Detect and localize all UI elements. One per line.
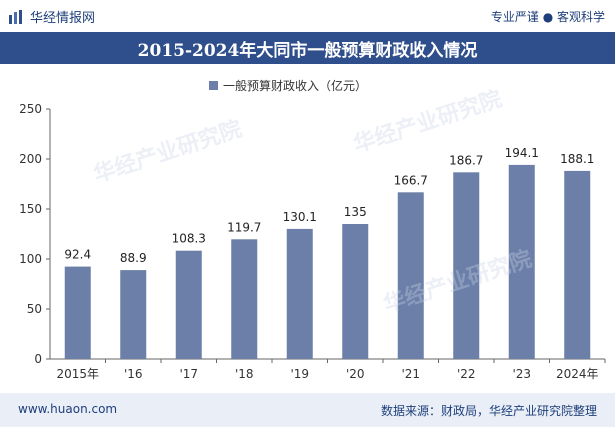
bar [342,224,369,359]
bar [64,266,91,359]
legend-swatch [209,81,218,90]
data-label: 130.1 [283,210,317,224]
bar [508,164,535,359]
x-tick-label: '21 [401,367,420,381]
top-bar: 华经情报网 专业严谨 ● 客观科学 [0,0,615,32]
bar [120,270,147,359]
bar-chart: 一般预算财政收入（亿元） 0 50 100 150 200 250 92.4 2015年 88.9… [19,78,606,381]
y-tick-label: 100 [19,252,42,266]
footer: www.huaon.com 数据来源：财政局，华经产业研究院整理 [0,393,615,427]
y-tick-label: 200 [19,152,42,166]
tagline: 专业严谨 ● 客观科学 [490,10,605,24]
brand-logo-icon [9,9,22,24]
x-tick-label: '19 [290,367,309,381]
x-tick-label: '23 [512,367,531,381]
data-source: 数据来源：财政局，华经产业研究院整理 [380,404,597,418]
site-url: www.huaon.com [18,402,118,416]
x-tick-label: '18 [235,367,254,381]
y-tick-label: 150 [19,202,42,216]
data-label: 166.7 [394,173,428,187]
x-tick-label: '20 [346,367,365,381]
bar [175,250,202,359]
y-tick-label: 0 [34,352,42,366]
data-label: 88.9 [120,251,147,265]
legend-label: 一般预算财政收入（亿元） [223,78,367,93]
bar [453,172,480,359]
x-tick-label: '22 [457,367,476,381]
data-label: 92.4 [64,248,91,262]
data-label: 186.7 [449,153,483,167]
x-tick-label: 2024年 [556,367,599,381]
data-label: 108.3 [172,232,206,246]
bar [564,170,591,359]
bar [231,239,258,359]
y-tick-label: 250 [19,102,42,116]
chart-area: 华经产业研究院 华经产业研究院 华经产业研究院 一般预算财政收入（亿元） 0 50 1… [0,64,615,392]
data-label: 188.1 [560,152,594,166]
brand-name: 华经情报网 [30,11,96,26]
data-label: 135 [344,205,367,219]
y-tick-label: 50 [27,302,42,316]
x-tick-label: 2015年 [56,367,99,381]
x-tick-label: '16 [124,367,143,381]
chart-title: 2015-2024年大同市一般预算财政收入情况 [0,32,615,64]
data-label: 194.1 [505,146,539,160]
data-label: 119.7 [227,220,261,234]
bar [286,228,313,359]
brand: 华经情报网 [8,7,95,26]
bar [397,192,424,359]
x-tick-label: '17 [179,367,198,381]
